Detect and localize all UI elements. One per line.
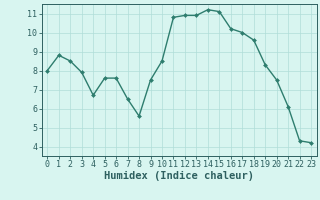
X-axis label: Humidex (Indice chaleur): Humidex (Indice chaleur) <box>104 171 254 181</box>
